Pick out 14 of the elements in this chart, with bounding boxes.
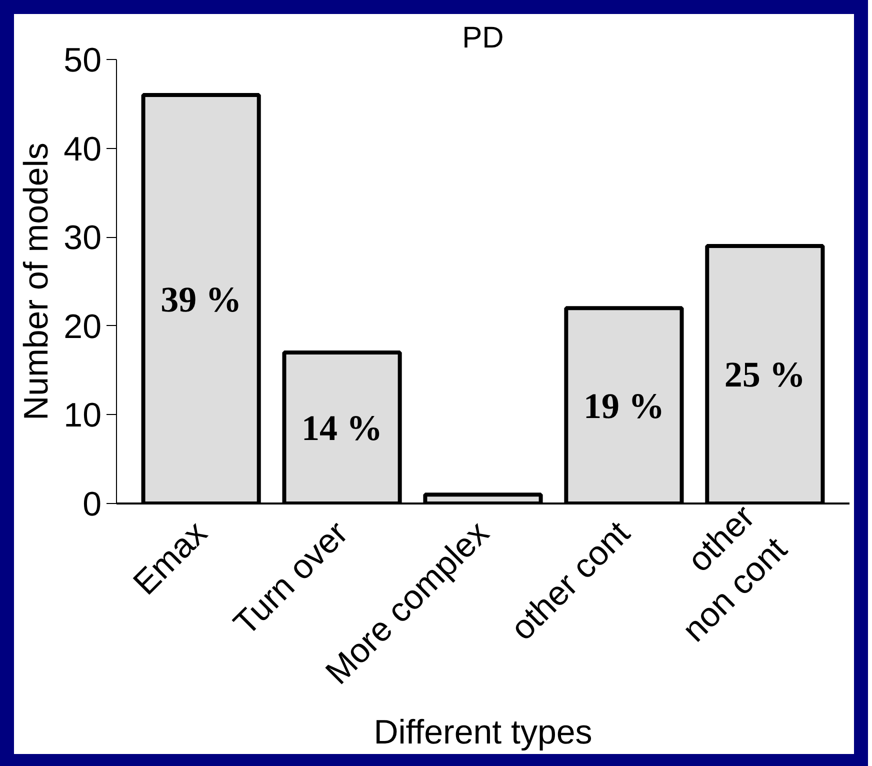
annotation: 39 %: [160, 279, 242, 320]
x-axis-title: Different types: [374, 713, 592, 752]
y-tick-label: 50: [64, 42, 102, 80]
y-tick-label: 30: [64, 219, 102, 258]
y-axis-title: Number of models: [18, 142, 56, 420]
y-tick-label: 20: [64, 308, 102, 346]
annotation: 19 %: [583, 386, 664, 426]
y-tick-label: 10: [64, 396, 102, 435]
y-tick-label: 40: [64, 130, 102, 168]
annotation: 14 %: [302, 408, 383, 448]
y-tick-label: 0: [82, 486, 102, 524]
x-tick-label: Turn over: [226, 514, 356, 643]
chart-title: PD: [462, 22, 504, 54]
annotation: 25 %: [724, 354, 806, 395]
